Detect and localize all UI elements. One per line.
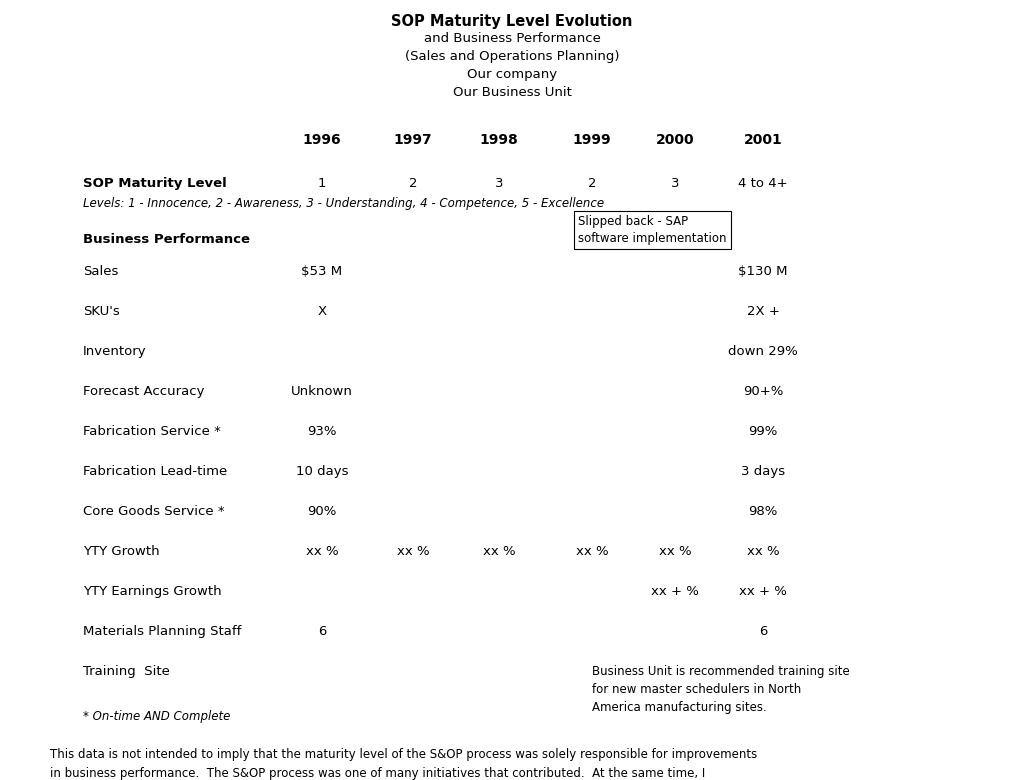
Text: 93%: 93%	[307, 425, 337, 438]
Text: SOP Maturity Level: SOP Maturity Level	[83, 177, 226, 190]
Text: 4 to 4+: 4 to 4+	[738, 177, 787, 190]
Text: Core Goods Service *: Core Goods Service *	[83, 505, 224, 518]
Text: Our Business Unit: Our Business Unit	[453, 86, 571, 99]
Text: xx %: xx %	[575, 545, 608, 558]
Text: 2X +: 2X +	[746, 305, 779, 318]
Text: 2001: 2001	[743, 133, 782, 147]
Text: xx %: xx %	[396, 545, 429, 558]
Text: xx %: xx %	[746, 545, 779, 558]
Text: 10 days: 10 days	[296, 465, 348, 478]
Text: SOP Maturity Level Evolution: SOP Maturity Level Evolution	[391, 14, 633, 29]
Text: Materials Planning Staff: Materials Planning Staff	[83, 625, 242, 638]
Text: X: X	[317, 305, 327, 318]
Text: 1999: 1999	[572, 133, 611, 147]
Text: 1: 1	[317, 177, 327, 190]
Text: This data is not intended to imply that the maturity level of the S&OP process w: This data is not intended to imply that …	[50, 748, 758, 780]
Text: Fabrication Lead-time: Fabrication Lead-time	[83, 465, 227, 478]
Text: Slipped back - SAP
software implementation: Slipped back - SAP software implementati…	[578, 215, 726, 245]
Text: 90+%: 90+%	[742, 385, 783, 398]
Text: Unknown: Unknown	[291, 385, 353, 398]
Text: Levels: 1 - Innocence, 2 - Awareness, 3 - Understanding, 4 - Competence, 5 - Exc: Levels: 1 - Innocence, 2 - Awareness, 3 …	[83, 197, 604, 210]
Text: 1998: 1998	[479, 133, 518, 147]
Text: Fabrication Service *: Fabrication Service *	[83, 425, 221, 438]
Text: xx %: xx %	[306, 545, 338, 558]
Text: 6: 6	[759, 625, 767, 638]
Text: 6: 6	[317, 625, 327, 638]
Text: $53 M: $53 M	[301, 265, 343, 278]
Text: 2000: 2000	[655, 133, 694, 147]
Text: (Sales and Operations Planning): (Sales and Operations Planning)	[404, 50, 620, 63]
Text: Training  Site: Training Site	[83, 665, 170, 678]
Text: Business Unit is recommended training site
for new master schedulers in North
Am: Business Unit is recommended training si…	[592, 665, 850, 714]
Text: 2: 2	[588, 177, 596, 190]
Text: 2: 2	[409, 177, 417, 190]
Text: Business Performance: Business Performance	[83, 233, 250, 246]
Text: YTY Growth: YTY Growth	[83, 545, 160, 558]
Text: Inventory: Inventory	[83, 345, 146, 358]
Text: YTY Earnings Growth: YTY Earnings Growth	[83, 585, 221, 598]
Text: down 29%: down 29%	[728, 345, 798, 358]
Text: xx + %: xx + %	[651, 585, 699, 598]
Text: Our company: Our company	[467, 68, 557, 81]
Text: 3: 3	[671, 177, 679, 190]
Text: SKU's: SKU's	[83, 305, 120, 318]
Text: $130 M: $130 M	[738, 265, 787, 278]
Text: * On-time AND Complete: * On-time AND Complete	[83, 710, 230, 723]
Text: 98%: 98%	[749, 505, 777, 518]
Text: 99%: 99%	[749, 425, 777, 438]
Text: 3 days: 3 days	[741, 465, 785, 478]
Text: 90%: 90%	[307, 505, 337, 518]
Text: 1997: 1997	[393, 133, 432, 147]
Text: 1996: 1996	[303, 133, 341, 147]
Text: Sales: Sales	[83, 265, 119, 278]
Text: 3: 3	[495, 177, 503, 190]
Text: xx %: xx %	[482, 545, 515, 558]
Text: and Business Performance: and Business Performance	[424, 32, 600, 45]
Text: Forecast Accuracy: Forecast Accuracy	[83, 385, 205, 398]
Text: xx %: xx %	[658, 545, 691, 558]
Text: xx + %: xx + %	[739, 585, 786, 598]
